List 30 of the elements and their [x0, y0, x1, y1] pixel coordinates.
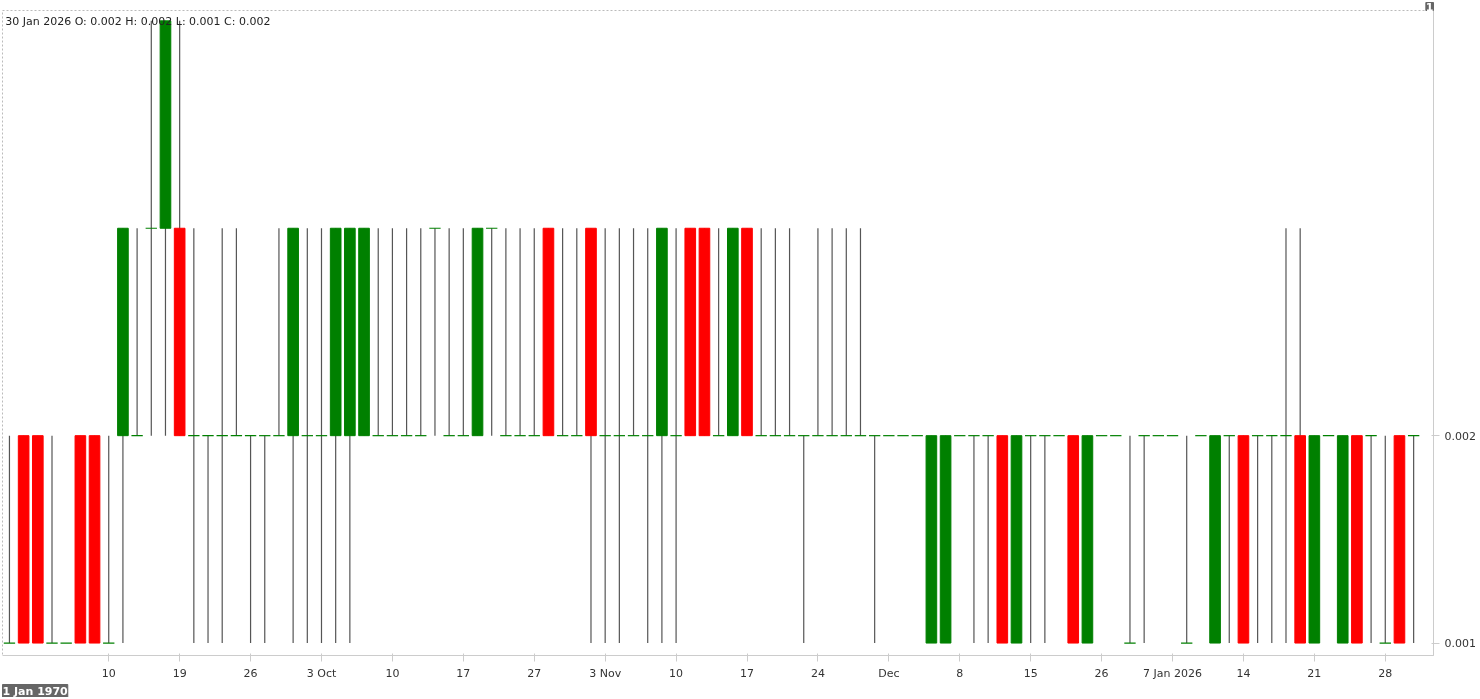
x-tick-label: 24: [810, 666, 825, 680]
text: 1 Jan 1970: [2, 684, 69, 698]
x-tick-label: 15: [1023, 666, 1038, 680]
candlestick: [1123, 435, 1137, 644]
candlestick: [3, 435, 16, 644]
annotation: 1: [1425, 0, 1434, 14]
x-tick-label: 7 Jan 2026: [1143, 666, 1202, 680]
x-tick-label: 14: [1236, 666, 1251, 680]
x-tick-label: 10: [101, 666, 116, 680]
x-tick-label: 19: [172, 666, 187, 680]
x-tick-label: 3 Oct: [306, 666, 337, 680]
x-tick-label: 3 Nov: [589, 666, 622, 680]
x-tick-label: 27: [527, 666, 542, 680]
candlestick: [1180, 435, 1193, 644]
candlestick: [1379, 435, 1392, 644]
x-tick-label: 26: [1094, 666, 1109, 680]
x-tick-label: 28: [1378, 666, 1393, 680]
x-tick-label: 21: [1307, 666, 1322, 680]
annotation: 30 Jan 2026 O: 0.002 H: 0.002 L: 0.001 C: 0.002: [5, 14, 271, 28]
x-tick-label: 17: [740, 666, 755, 680]
candlestick: [102, 435, 116, 644]
x-tick-label: 10: [385, 666, 400, 680]
x-tick-label: 17: [456, 666, 471, 680]
y-tick-label: 0.002: [1444, 429, 1476, 443]
x-tick-label: Dec: [878, 666, 900, 680]
x-tick-label: 8: [956, 666, 964, 680]
y-tick-label: 0.001: [1444, 637, 1476, 651]
x-tick-label: 10: [669, 666, 684, 680]
candlestick: [45, 435, 59, 644]
x-tick-label: 26: [243, 666, 258, 680]
